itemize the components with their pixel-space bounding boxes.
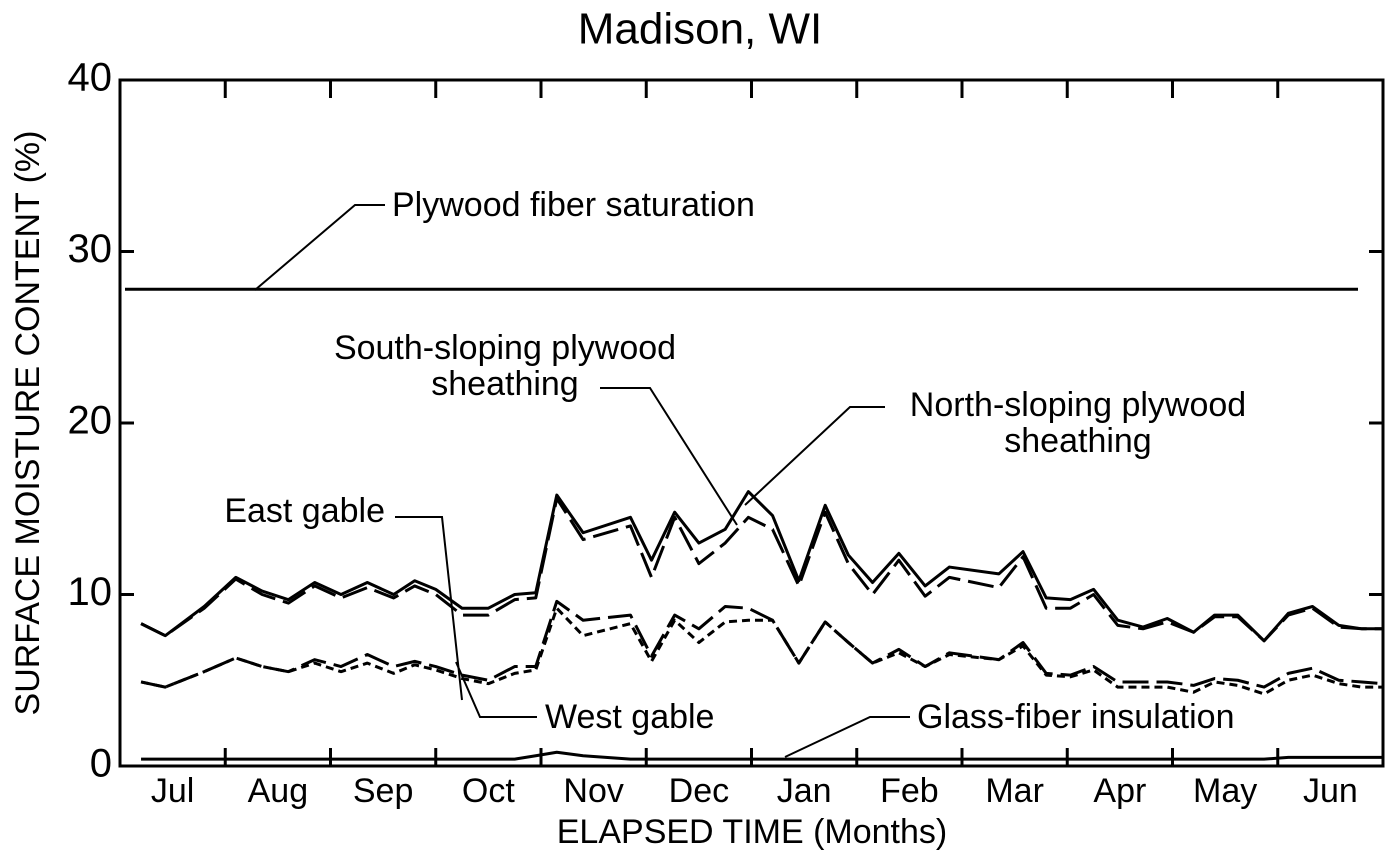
annotation: East gable — [224, 492, 385, 530]
y-tick-label: 30 — [68, 227, 113, 271]
x-tick-label: Feb — [880, 772, 939, 810]
x-tick-label: Jan — [777, 772, 832, 810]
x-axis-label: ELAPSED TIME (Months) — [557, 813, 948, 851]
x-tick-label: Mar — [985, 772, 1044, 810]
x-tick-label: Aug — [248, 772, 309, 810]
x-tick-label: Dec — [669, 772, 729, 810]
annotation: sheathing — [431, 365, 578, 403]
y-tick-label: 0 — [90, 742, 112, 786]
annotation: North-sloping plywood — [910, 386, 1246, 424]
y-tick-label: 40 — [68, 56, 113, 100]
x-tick-label: May — [1193, 772, 1257, 810]
annotation: sheathing — [1004, 422, 1151, 460]
annotation: Glass-fiber insulation — [917, 698, 1234, 736]
x-tick-label: Oct — [462, 772, 515, 810]
x-tick-label: Sep — [353, 772, 414, 810]
chart-title: Madison, WI — [578, 5, 823, 54]
leader-line — [395, 516, 463, 701]
series-line — [141, 750, 1383, 761]
series-line — [140, 599, 1384, 689]
x-tick-label: Nov — [563, 772, 623, 810]
x-tick-label: Apr — [1093, 772, 1146, 810]
series-line — [140, 606, 1383, 696]
leader-line — [744, 406, 885, 506]
leader-line — [600, 387, 738, 526]
annotation: South-sloping plywood — [334, 329, 676, 367]
annotation: West gable — [545, 698, 714, 736]
leader-line — [254, 204, 385, 291]
series-line — [140, 496, 1383, 643]
annotation: Plywood fiber saturation — [392, 186, 755, 224]
y-tick-label: 20 — [68, 399, 113, 443]
x-tick-label: Jul — [151, 772, 194, 810]
leader-line — [784, 716, 910, 758]
y-axis-label: SURFACE MOISTURE CONTENT (%) — [9, 131, 47, 716]
x-tick-label: Jun — [1303, 772, 1358, 810]
y-tick-label: 10 — [68, 570, 113, 614]
